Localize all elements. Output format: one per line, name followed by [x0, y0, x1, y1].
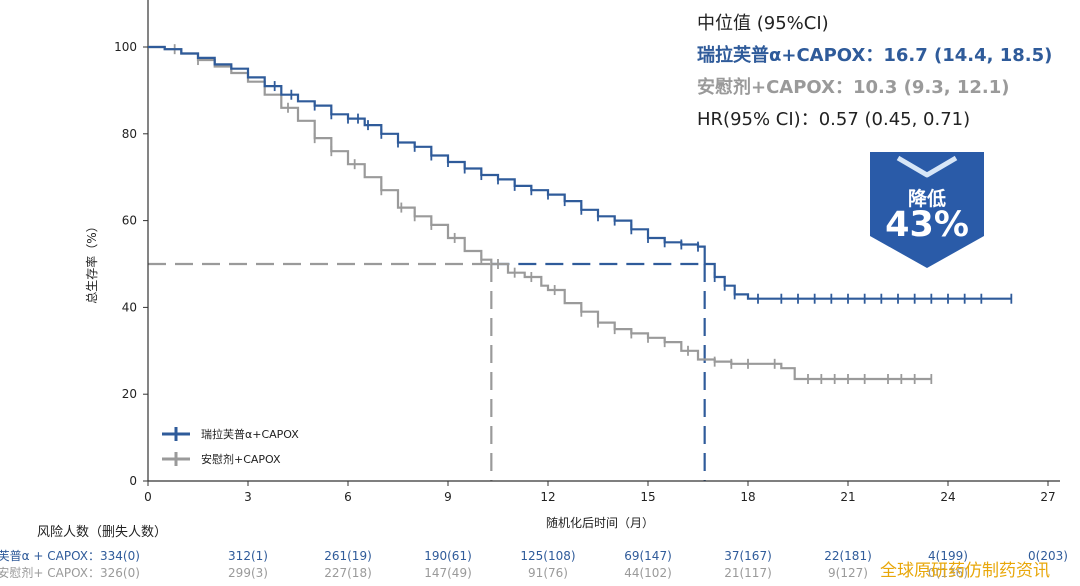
stats-placebo-median: 安慰剂+CAPOX：10.3 (9.3, 12.1): [697, 77, 1010, 98]
x-tick-label: 15: [640, 490, 655, 504]
legend-label-drug: 瑞拉芙普α+CAPOX: [201, 427, 299, 441]
risk-cell: 69(147): [624, 549, 672, 563]
x-tick-label: 12: [540, 490, 555, 504]
y-tick-label: 40: [122, 300, 137, 314]
risk-cell: 44(102): [624, 566, 672, 580]
risk-cell: 0(203): [1028, 549, 1068, 563]
risk-cell: 91(76): [528, 566, 568, 580]
risk-cell: 0(136): [928, 566, 968, 580]
reduction-badge: [870, 152, 984, 268]
risk-cell: 4(199): [928, 549, 968, 563]
axes: 0 20 40 60 80 100 0 3 6 9 12 15 18 21 24 27 随机化后时间（月） 总生存…: [84, 0, 1060, 530]
risk-table-title: 风险人数（删失人数）: [37, 525, 167, 540]
x-tick-label: 21: [840, 490, 855, 504]
x-axis-title: 随机化后时间（月）: [546, 515, 654, 530]
risk-cell: 147(49): [424, 566, 472, 580]
risk-cell: 37(167): [724, 549, 772, 563]
risk-cell: 21(117): [724, 566, 772, 580]
x-tick-label: 24: [940, 490, 955, 504]
risk-cell: 334(0): [100, 549, 140, 563]
risk-table: 风险人数（删失人数） 瑞拉芙普α + CAPOX：334(0) 312(1) 261(…: [0, 525, 1068, 580]
x-tick-label: 9: [444, 490, 452, 504]
y-tick-label: 60: [122, 214, 137, 228]
badge-chevron-icon: [896, 155, 958, 178]
risk-cell: 125(108): [520, 549, 575, 563]
y-axis-title: 总生存率（%）: [84, 220, 99, 303]
stats-header: 中位值 (95%CI): [697, 13, 829, 34]
risk-row-label: 安慰剂+ CAPOX：: [0, 565, 100, 580]
x-tick-label: 27: [1040, 490, 1055, 504]
risk-cell: 9(127): [828, 566, 868, 580]
legend: 瑞拉芙普α+CAPOX 安慰剂+CAPOX: [162, 427, 299, 466]
badge-percent: 43%: [885, 205, 969, 245]
median-stats-panel: 中位值 (95%CI) 瑞拉芙普α+CAPOX：16.7 (14.4, 18.5…: [697, 8, 1052, 136]
risk-cell: 190(61): [424, 549, 472, 563]
x-tick-label: 18: [740, 490, 755, 504]
series-layer: [148, 44, 1013, 385]
reference-lines: [148, 262, 706, 481]
risk-cell: 312(1): [228, 549, 268, 563]
stats-drug-median: 瑞拉芙普α+CAPOX：16.7 (14.4, 18.5): [697, 45, 1053, 66]
legend-label-placebo: 安慰剂+CAPOX: [201, 452, 281, 466]
risk-cell: 227(18): [324, 566, 372, 580]
risk-cell: 299(3): [228, 566, 268, 580]
y-tick-label: 20: [122, 387, 137, 401]
y-tick-label: 80: [122, 127, 137, 141]
x-tick-label: 6: [344, 490, 352, 504]
badge-shape: [870, 152, 984, 268]
risk-cell: 326(0): [100, 566, 140, 580]
risk-cell: 22(181): [824, 549, 872, 563]
y-tick-label: 100: [114, 40, 137, 54]
x-tick-label: 0: [144, 490, 152, 504]
stats-hazard-ratio: HR(95% CI)：0.57 (0.45, 0.71): [697, 109, 971, 130]
risk-cell: 261(19): [324, 549, 372, 563]
x-tick-label: 3: [244, 490, 252, 504]
watermark-text: 全球原研药仿制药资讯: [880, 561, 1050, 581]
badge-label: 降低: [907, 188, 946, 210]
y-tick-label: 0: [129, 474, 137, 488]
risk-row-label: 瑞拉芙普α + CAPOX：: [0, 548, 100, 563]
